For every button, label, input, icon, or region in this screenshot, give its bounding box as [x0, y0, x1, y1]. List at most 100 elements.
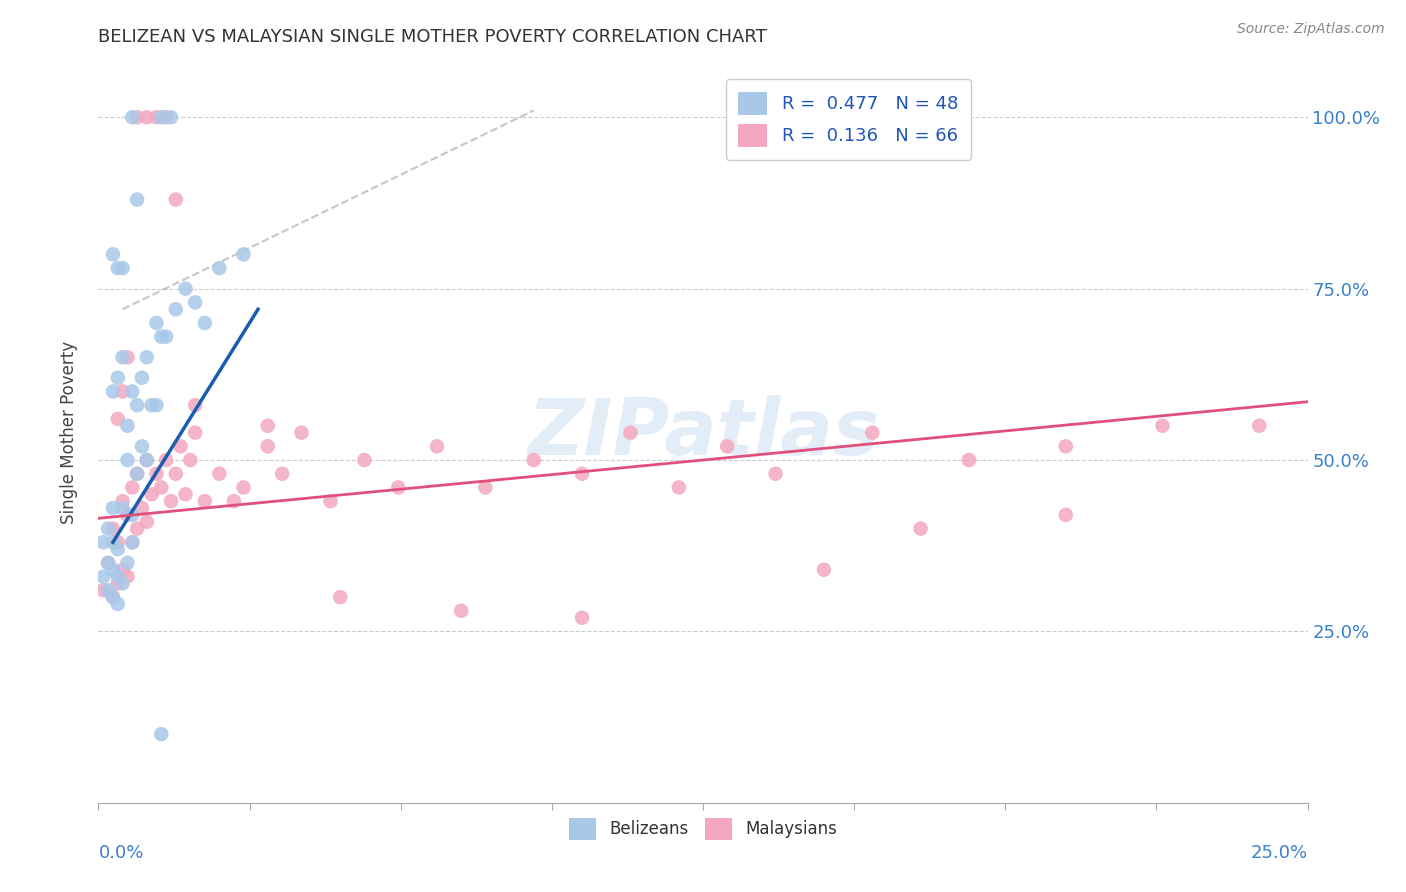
- Point: [97, 583, 120, 598]
- Point: [111, 563, 134, 577]
- Point: [232, 480, 254, 494]
- Point: [426, 439, 449, 453]
- Text: BELIZEAN VS MALAYSIAN SINGLE MOTHER POVERTY CORRELATION CHART: BELIZEAN VS MALAYSIAN SINGLE MOTHER POVE…: [98, 28, 768, 45]
- Point: [121, 110, 143, 124]
- Point: [387, 480, 409, 494]
- Point: [619, 425, 641, 440]
- Point: [121, 535, 143, 549]
- Point: [91, 569, 114, 583]
- Point: [184, 425, 207, 440]
- Point: [97, 522, 120, 536]
- Point: [97, 556, 120, 570]
- Point: [101, 247, 124, 261]
- Point: [117, 418, 139, 433]
- Point: [329, 590, 352, 604]
- Point: [150, 110, 173, 124]
- Point: [184, 398, 207, 412]
- Point: [150, 480, 173, 494]
- Point: [111, 384, 134, 399]
- Point: [131, 439, 153, 453]
- Point: [208, 261, 231, 276]
- Point: [716, 439, 738, 453]
- Point: [813, 563, 835, 577]
- Point: [765, 467, 787, 481]
- Y-axis label: Single Mother Poverty: Single Mother Poverty: [59, 341, 77, 524]
- Point: [107, 542, 129, 557]
- Point: [141, 398, 163, 412]
- Point: [101, 501, 124, 516]
- Point: [127, 467, 149, 481]
- Point: [256, 418, 278, 433]
- Point: [523, 453, 546, 467]
- Point: [1054, 439, 1077, 453]
- Point: [145, 398, 167, 412]
- Point: [1054, 508, 1077, 522]
- Point: [135, 453, 157, 467]
- Point: [111, 576, 134, 591]
- Point: [450, 604, 472, 618]
- Point: [290, 425, 312, 440]
- Point: [117, 508, 139, 522]
- Point: [155, 110, 177, 124]
- Point: [174, 282, 197, 296]
- Text: 0.0%: 0.0%: [98, 844, 143, 862]
- Point: [145, 316, 167, 330]
- Point: [169, 439, 191, 453]
- Point: [131, 501, 153, 516]
- Point: [668, 480, 690, 494]
- Point: [97, 556, 120, 570]
- Text: ZIPatlas: ZIPatlas: [527, 394, 879, 471]
- Text: Source: ZipAtlas.com: Source: ZipAtlas.com: [1237, 22, 1385, 37]
- Point: [111, 494, 134, 508]
- Point: [474, 480, 496, 494]
- Text: 25.0%: 25.0%: [1250, 844, 1308, 862]
- Point: [107, 597, 129, 611]
- Point: [107, 576, 129, 591]
- Point: [319, 494, 342, 508]
- Point: [957, 453, 980, 467]
- Point: [121, 535, 143, 549]
- Point: [160, 494, 183, 508]
- Point: [135, 110, 157, 124]
- Point: [165, 193, 187, 207]
- Point: [184, 295, 207, 310]
- Point: [121, 508, 143, 522]
- Legend: Belizeans, Malaysians: Belizeans, Malaysians: [562, 812, 844, 847]
- Point: [127, 522, 149, 536]
- Point: [127, 398, 149, 412]
- Point: [860, 425, 883, 440]
- Point: [160, 110, 183, 124]
- Point: [121, 480, 143, 494]
- Point: [571, 610, 593, 624]
- Point: [127, 193, 149, 207]
- Point: [117, 556, 139, 570]
- Point: [165, 302, 187, 317]
- Point: [117, 350, 139, 364]
- Point: [117, 453, 139, 467]
- Point: [91, 583, 114, 598]
- Point: [117, 569, 139, 583]
- Point: [145, 110, 167, 124]
- Point: [194, 494, 217, 508]
- Point: [107, 412, 129, 426]
- Point: [101, 535, 124, 549]
- Point: [135, 515, 157, 529]
- Point: [91, 535, 114, 549]
- Point: [107, 569, 129, 583]
- Point: [121, 384, 143, 399]
- Point: [353, 453, 375, 467]
- Point: [111, 501, 134, 516]
- Point: [127, 110, 149, 124]
- Point: [111, 350, 134, 364]
- Point: [101, 590, 124, 604]
- Point: [571, 467, 593, 481]
- Point: [101, 563, 124, 577]
- Point: [145, 467, 167, 481]
- Point: [194, 316, 217, 330]
- Point: [127, 467, 149, 481]
- Point: [179, 453, 201, 467]
- Point: [135, 350, 157, 364]
- Point: [107, 535, 129, 549]
- Point: [222, 494, 245, 508]
- Point: [101, 590, 124, 604]
